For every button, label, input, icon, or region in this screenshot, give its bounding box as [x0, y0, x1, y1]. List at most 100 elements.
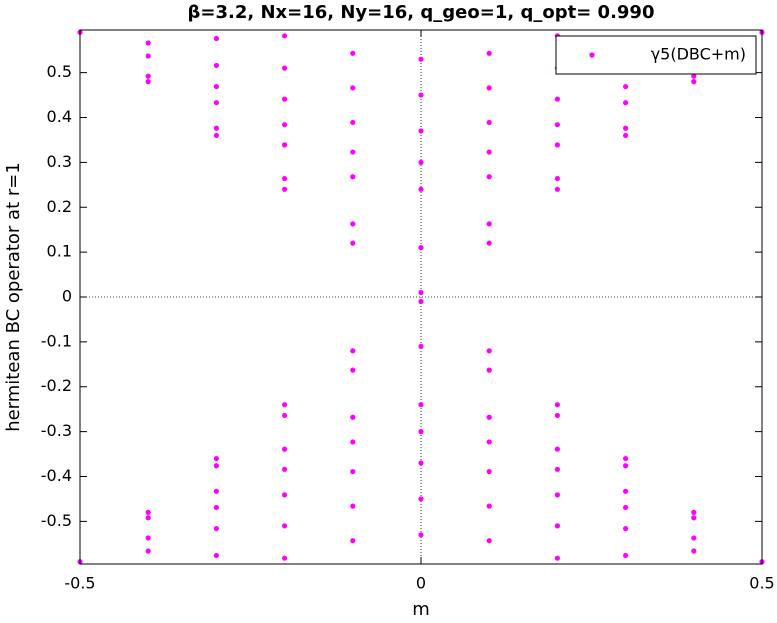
point	[486, 468, 492, 475]
point	[486, 149, 492, 155]
point	[145, 548, 151, 554]
point	[213, 552, 219, 559]
point	[486, 85, 492, 91]
point	[623, 525, 629, 532]
point	[145, 40, 151, 46]
point	[145, 515, 151, 521]
point	[282, 122, 288, 128]
point	[282, 412, 288, 419]
y-tick-label: -0.2	[41, 376, 72, 395]
point	[282, 402, 288, 408]
point	[554, 142, 561, 148]
point	[145, 53, 151, 59]
point	[418, 496, 424, 502]
point	[623, 100, 629, 106]
point	[282, 96, 288, 102]
point	[554, 492, 561, 498]
point	[282, 186, 288, 192]
point	[691, 515, 697, 521]
point	[213, 455, 219, 462]
point	[623, 463, 629, 469]
point	[554, 466, 561, 472]
x-axis-label: m	[412, 599, 430, 620]
point	[350, 348, 356, 354]
point	[554, 402, 561, 408]
point	[350, 367, 356, 373]
point	[418, 402, 424, 408]
point	[213, 100, 219, 106]
point	[350, 50, 356, 56]
point	[418, 289, 424, 296]
point	[486, 414, 492, 420]
point	[418, 92, 424, 98]
point	[213, 83, 219, 90]
point	[623, 552, 629, 559]
point	[418, 159, 424, 165]
point	[282, 446, 288, 452]
y-tick-label: -0.3	[41, 421, 72, 440]
point	[623, 132, 629, 139]
chart-title: β=3.2, Nx=16, Ny=16, q_geo=1, q_opt= 0.9…	[188, 2, 655, 23]
point	[282, 33, 288, 39]
point	[554, 523, 561, 529]
point	[282, 555, 288, 561]
point	[350, 174, 356, 180]
point	[554, 555, 561, 561]
point	[486, 50, 492, 56]
point	[418, 460, 424, 466]
x-tick-label: 0	[416, 574, 426, 593]
point	[418, 128, 424, 134]
point	[486, 367, 492, 373]
x-tick-label: -0.5	[64, 574, 95, 593]
point	[282, 523, 288, 529]
y-axis-label: hermitean BC operator at r=1	[3, 162, 24, 432]
y-tick-label: 0.3	[47, 152, 72, 171]
point	[350, 439, 356, 445]
point	[486, 221, 492, 227]
point	[418, 298, 424, 305]
point	[554, 186, 561, 192]
point	[486, 174, 492, 180]
point	[145, 509, 151, 515]
point	[418, 429, 424, 435]
point	[145, 79, 151, 85]
point	[213, 125, 219, 131]
point	[350, 119, 356, 126]
point	[350, 85, 356, 91]
point	[213, 132, 219, 139]
point	[418, 532, 424, 538]
point	[486, 538, 492, 544]
legend-box	[555, 35, 757, 75]
point	[691, 535, 697, 541]
point	[623, 455, 629, 462]
point	[554, 446, 561, 452]
point	[623, 125, 629, 131]
point	[486, 119, 492, 126]
y-tick-label: 0.4	[47, 107, 72, 126]
point	[213, 463, 219, 469]
point	[350, 149, 356, 155]
point	[350, 221, 356, 227]
point	[213, 488, 219, 494]
point	[554, 122, 561, 128]
y-tick-label: 0.1	[47, 242, 72, 261]
legend-label: γ5(DBC+m)	[651, 45, 746, 64]
point	[145, 535, 151, 541]
point	[418, 56, 424, 62]
point	[350, 503, 356, 509]
point	[145, 73, 151, 79]
point	[486, 503, 492, 509]
point	[691, 509, 697, 515]
axes-frame	[79, 29, 763, 565]
y-tick-label: -0.1	[41, 331, 72, 350]
point	[554, 96, 561, 102]
point	[213, 525, 219, 532]
y-tick-label: -0.5	[41, 511, 72, 530]
point	[213, 35, 219, 42]
point	[486, 439, 492, 445]
point	[282, 175, 288, 182]
point	[486, 240, 492, 246]
x-tick-label: 0.5	[749, 574, 774, 593]
point	[623, 83, 629, 90]
